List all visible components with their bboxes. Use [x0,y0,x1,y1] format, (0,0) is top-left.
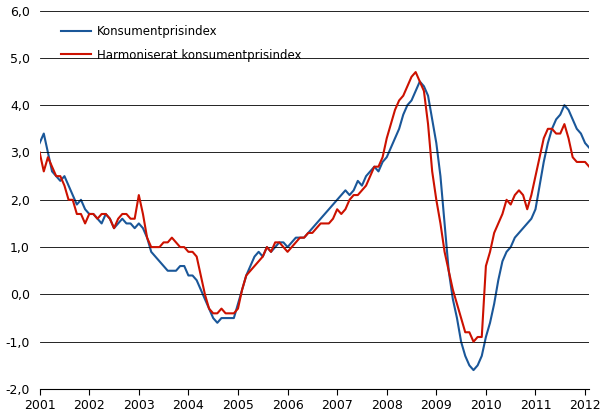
Legend: Konsumentprisindex, Harmoniserat konsumentprisindex: Konsumentprisindex, Harmoniserat konsume… [56,20,306,66]
Harmoniserat konsumentprisindex [511,193,518,198]
Harmoniserat konsumentprisindex [412,69,419,74]
Konsumentprisindex [495,278,502,283]
Konsumentprisindex [379,159,386,164]
Line: Konsumentprisindex: Konsumentprisindex [39,82,607,370]
Konsumentprisindex [40,131,47,136]
Harmoniserat konsumentprisindex [36,150,43,155]
Harmoniserat konsumentprisindex [470,339,477,344]
Konsumentprisindex [65,183,72,188]
Harmoniserat konsumentprisindex [379,155,386,160]
Harmoniserat konsumentprisindex [495,221,502,226]
Konsumentprisindex [470,367,477,372]
Konsumentprisindex [416,79,424,84]
Harmoniserat konsumentprisindex [598,169,605,174]
Konsumentprisindex [36,140,43,145]
Konsumentprisindex [598,155,605,160]
Harmoniserat konsumentprisindex [65,197,72,202]
Konsumentprisindex [511,235,518,240]
Line: Harmoniserat konsumentprisindex: Harmoniserat konsumentprisindex [39,72,607,342]
Harmoniserat konsumentprisindex [40,169,47,174]
